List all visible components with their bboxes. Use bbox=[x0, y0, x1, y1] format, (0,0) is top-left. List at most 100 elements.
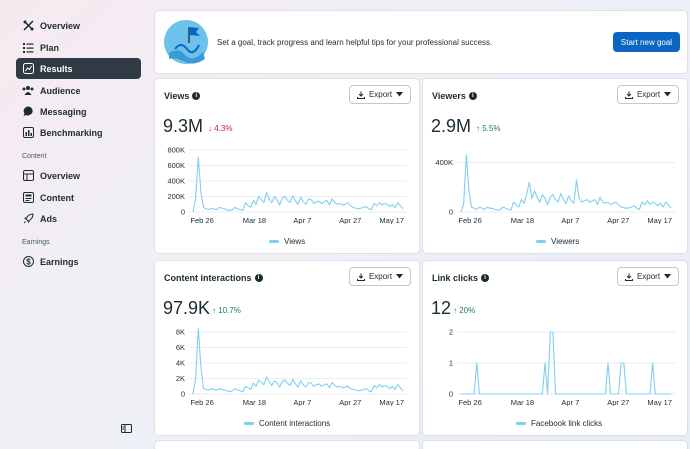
y-tick-label: 200K bbox=[167, 192, 185, 201]
export-label: Export bbox=[368, 272, 393, 281]
card-title-text: Content interactions bbox=[164, 273, 252, 283]
link-clicks-chart: 0 1 2 Feb 26 Mar 18 Apr 7 Apr 27 May 17 bbox=[449, 328, 675, 406]
sidebar-item-results[interactable]: Results bbox=[16, 58, 141, 79]
section-label-content: Content bbox=[22, 153, 47, 160]
collapse-sidebar-icon[interactable] bbox=[121, 420, 132, 433]
x-tick-label: Mar 18 bbox=[511, 398, 534, 406]
arrow-down-icon: ↓ bbox=[208, 124, 212, 133]
sidebar: Overview Plan Results Audience Messaging… bbox=[0, 0, 150, 449]
bars-icon bbox=[22, 127, 34, 139]
metric-change: ↓ 4.3% bbox=[208, 124, 232, 133]
sidebar-item-plan[interactable]: Plan bbox=[16, 37, 141, 58]
export-button[interactable]: Export bbox=[617, 267, 679, 286]
sidebar-item-content[interactable]: Content bbox=[16, 187, 141, 208]
svg-text:$: $ bbox=[26, 257, 31, 266]
y-tick-label: 0 bbox=[449, 208, 453, 217]
legend-label: Views bbox=[284, 237, 306, 246]
next-card-right bbox=[423, 441, 687, 449]
metric-change: ↑ 20% bbox=[453, 306, 475, 315]
series-line bbox=[460, 154, 672, 213]
goal-illustration-icon bbox=[163, 19, 209, 65]
x-tick-label: Apr 7 bbox=[561, 216, 579, 224]
export-button[interactable]: Export bbox=[617, 85, 679, 104]
sidebar-item-benchmarking[interactable]: Benchmarking bbox=[16, 122, 141, 143]
people-icon bbox=[22, 85, 34, 97]
metric-value: 12 bbox=[431, 298, 452, 318]
caret-down-icon bbox=[664, 92, 672, 97]
sidebar-item-earnings[interactable]: $ Earnings bbox=[16, 251, 141, 272]
sidebar-item-label: Messaging bbox=[40, 106, 87, 117]
sidebar-item-messaging[interactable]: Messaging bbox=[16, 101, 141, 122]
x-tick-label: May 17 bbox=[647, 216, 672, 224]
legend-label: Facebook link clicks bbox=[531, 419, 603, 428]
sidebar-item-content-overview[interactable]: Overview bbox=[16, 165, 141, 186]
y-tick-label: 0 bbox=[181, 208, 185, 217]
y-tick-label: 6K bbox=[176, 343, 185, 352]
arrow-up-icon: ↑ bbox=[453, 306, 457, 315]
export-button[interactable]: Export bbox=[349, 267, 411, 286]
viewers-card: Viewers i Export 2.9M ↑ 5.5% 0 400K Feb 26 M… bbox=[423, 79, 687, 253]
chart-legend: Viewers bbox=[536, 237, 579, 246]
views-card: Views i Export 9.3M ↓ 4.3% 0 200K 400K 600K 8… bbox=[155, 79, 419, 253]
series-line bbox=[461, 331, 671, 395]
info-icon[interactable]: i bbox=[192, 92, 201, 100]
download-icon bbox=[624, 91, 633, 99]
chart-icon bbox=[22, 63, 34, 75]
sidebar-item-ads[interactable]: Ads bbox=[16, 208, 141, 229]
x-tick-label: Feb 26 bbox=[458, 398, 481, 406]
x-tick-label: Apr 27 bbox=[339, 216, 361, 224]
sidebar-item-label: Ads bbox=[40, 213, 58, 224]
content-interactions-chart: 0 2K 4K 6K 8K Feb 26 Mar 18 Apr 7 Apr 27 May 17 bbox=[176, 328, 407, 406]
card-title: Content interactions i bbox=[164, 273, 263, 283]
download-icon bbox=[356, 91, 365, 99]
x-tick-label: Mar 18 bbox=[243, 398, 266, 406]
chart-legend: Facebook link clicks bbox=[516, 419, 602, 428]
content-icon bbox=[22, 192, 34, 204]
metric-change-value: 4.3% bbox=[214, 124, 233, 133]
dollar-icon: $ bbox=[22, 256, 34, 268]
chart-legend: Content interactions bbox=[244, 419, 330, 428]
sidebar-item-audience[interactable]: Audience bbox=[16, 80, 141, 101]
y-tick-label: 800K bbox=[167, 146, 185, 155]
metric-change: ↑ 5.5% bbox=[476, 124, 500, 133]
legend-label: Viewers bbox=[551, 237, 580, 246]
download-icon bbox=[356, 273, 365, 281]
sidebar-item-overview[interactable]: Overview bbox=[16, 15, 141, 36]
metric-change-value: 5.5% bbox=[482, 124, 501, 133]
x-tick-label: Mar 18 bbox=[243, 216, 266, 224]
message-icon bbox=[22, 106, 34, 118]
sidebar-item-label: Overview bbox=[40, 20, 81, 31]
export-button[interactable]: Export bbox=[349, 85, 411, 104]
metric-change-value: 10.7% bbox=[218, 306, 241, 315]
y-tick-label: 2 bbox=[449, 328, 453, 337]
arrow-up-icon: ↑ bbox=[476, 124, 480, 133]
legend-label: Content interactions bbox=[259, 419, 331, 428]
metric-change: ↑ 10.7% bbox=[212, 306, 241, 315]
legend-swatch bbox=[516, 422, 526, 425]
download-icon bbox=[624, 273, 633, 281]
x-tick-label: Mar 18 bbox=[511, 216, 534, 224]
export-label: Export bbox=[368, 90, 393, 99]
caret-down-icon bbox=[664, 274, 672, 279]
info-icon[interactable]: i bbox=[254, 274, 263, 282]
sidebar-item-label: Earnings bbox=[40, 256, 79, 267]
grid-icon bbox=[22, 170, 34, 182]
export-label: Export bbox=[636, 90, 661, 99]
content-interactions-card: Content interactions i Export 97.9K ↑ 10.… bbox=[155, 261, 419, 435]
y-tick-label: 8K bbox=[176, 328, 185, 337]
metric-value: 9.3M bbox=[163, 116, 204, 136]
info-icon[interactable]: i bbox=[468, 92, 477, 100]
sidebar-item-label: Benchmarking bbox=[40, 127, 103, 138]
arrow-up-icon: ↑ bbox=[212, 306, 216, 315]
tools-icon bbox=[22, 20, 34, 32]
start-new-goal-button[interactable]: Start new goal bbox=[613, 32, 680, 52]
sidebar-item-label: Content bbox=[40, 192, 74, 203]
x-tick-label: Apr 27 bbox=[607, 398, 629, 406]
rocket-icon bbox=[22, 213, 34, 225]
sidebar-item-label: Overview bbox=[40, 170, 81, 181]
link-clicks-card: Link clicks i Export 12 ↑ 20% 0 1 2 Feb 26 Ma… bbox=[423, 261, 687, 435]
info-icon[interactable]: i bbox=[481, 274, 490, 282]
x-tick-label: Apr 27 bbox=[339, 398, 361, 406]
x-tick-label: Apr 7 bbox=[293, 216, 311, 224]
legend-swatch bbox=[536, 240, 546, 243]
